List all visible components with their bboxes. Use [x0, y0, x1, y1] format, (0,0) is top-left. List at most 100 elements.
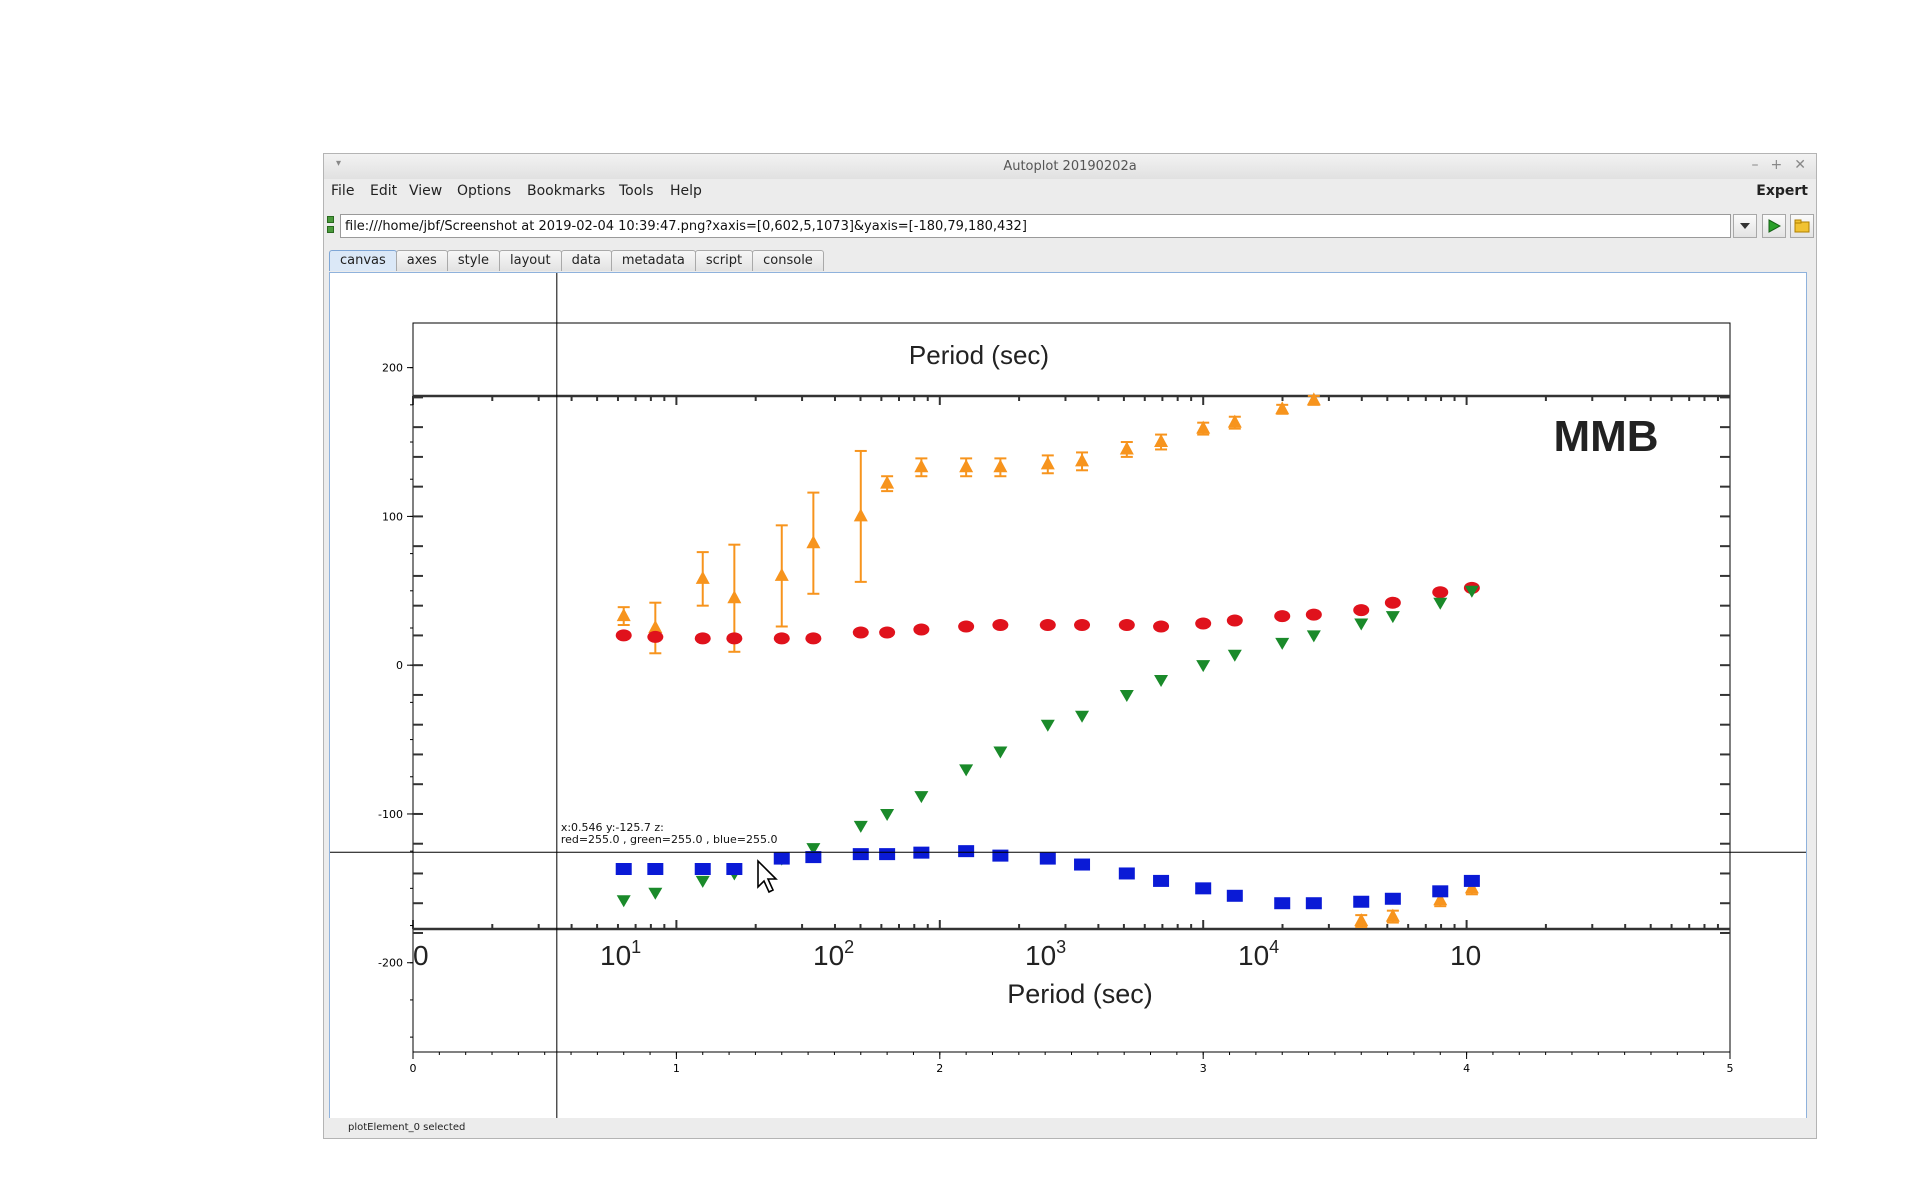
menu-bookmarks[interactable]: Bookmarks	[527, 183, 606, 199]
x-tick-label: 3	[1200, 1062, 1207, 1075]
data-point-red	[852, 626, 869, 639]
data-point-orange	[616, 608, 631, 622]
data-point-red	[879, 626, 896, 639]
data-point-blue	[773, 852, 790, 865]
data-point-blue	[726, 863, 743, 876]
close-icon[interactable]: ✕	[1794, 157, 1806, 173]
tab-data[interactable]: data	[560, 250, 612, 271]
data-point-orange	[774, 567, 789, 581]
status-text: plotElement_0 selected	[348, 1122, 466, 1133]
tab-metadata[interactable]: metadata	[610, 250, 696, 271]
data-point-green	[648, 887, 663, 900]
data-point-blue	[992, 849, 1009, 862]
data-point-green	[959, 764, 974, 777]
data-point-red	[1432, 586, 1449, 599]
tab-script[interactable]: script	[694, 250, 754, 271]
data-point-orange	[1433, 892, 1448, 906]
maximize-icon[interactable]: +	[1770, 157, 1783, 173]
data-point-blue	[805, 851, 822, 864]
data-point-green	[1154, 675, 1169, 688]
menu-file[interactable]: File	[331, 183, 355, 199]
image-top-axis-title: Period (sec)	[909, 340, 1049, 370]
data-source-url-input[interactable]	[340, 214, 1731, 238]
data-point-orange	[727, 590, 742, 604]
tab-canvas[interactable]: canvas	[329, 250, 397, 271]
image-tick-label: 104	[1238, 937, 1279, 971]
minimize-icon[interactable]: –	[1751, 157, 1759, 173]
data-point-blue	[1274, 897, 1291, 910]
data-point-green	[1075, 710, 1090, 723]
image-tick-label: 0	[413, 940, 429, 971]
data-point-green	[853, 820, 868, 833]
data-point-blue	[694, 863, 711, 876]
y-tick-label: -100	[378, 808, 403, 821]
data-point-red	[1039, 619, 1056, 632]
data-point-blue	[1353, 895, 1370, 908]
mouse-pointer-icon	[757, 859, 778, 894]
data-point-green	[1433, 597, 1448, 610]
data-point-orange	[1227, 414, 1242, 428]
tab-console[interactable]: console	[752, 250, 824, 271]
x-tick-label: 2	[936, 1062, 943, 1075]
data-point-orange	[1119, 441, 1134, 455]
data-source-row	[324, 212, 1816, 242]
data-point-blue	[1195, 882, 1212, 895]
menu-view[interactable]: View	[409, 183, 443, 199]
history-dropdown-button[interactable]	[1733, 214, 1757, 238]
window-menu-icon[interactable]: ▾	[336, 158, 342, 169]
x-tick-label: 1	[673, 1062, 680, 1075]
menu-options[interactable]: Options	[457, 183, 512, 199]
data-point-red	[726, 632, 743, 645]
data-point-orange	[1306, 392, 1321, 406]
menu-edit[interactable]: Edit	[370, 183, 398, 199]
data-point-blue	[852, 848, 869, 861]
chevron-down-icon	[1740, 223, 1750, 229]
data-point-red	[1074, 619, 1091, 632]
play-icon	[1768, 219, 1781, 233]
image-station-label: MMB	[1553, 412, 1658, 461]
plot-go-button[interactable]	[1762, 214, 1786, 238]
data-point-red	[1153, 620, 1170, 633]
image-tick-label: 10	[1450, 940, 1481, 971]
y-tick-label: 0	[396, 659, 403, 672]
plot-canvas[interactable]: Period (sec) MMB Period (sec) 0 101 102 103…	[329, 272, 1807, 1120]
data-point-orange	[853, 508, 868, 522]
data-point-red	[913, 623, 930, 636]
data-point-red	[1353, 604, 1370, 617]
data-point-blue	[879, 848, 896, 861]
data-point-red	[773, 632, 790, 645]
crosshair-readout-color: red=255.0 , green=255.0 , blue=255.0	[561, 833, 778, 846]
x-tick-label: 4	[1463, 1062, 1470, 1075]
x-tick-label: 0	[410, 1062, 417, 1075]
image-tick-label: 103	[1025, 937, 1066, 971]
data-point-blue	[1463, 874, 1480, 887]
data-point-blue	[615, 863, 632, 876]
data-point-green	[1306, 630, 1321, 643]
data-point-green	[1385, 611, 1400, 624]
tab-style[interactable]: style	[446, 250, 501, 271]
app-window: ▾ Autoplot 20190202a – + ✕ File Edit Vie…	[323, 153, 1817, 1139]
data-point-green	[1040, 719, 1055, 732]
data-point-green	[1196, 660, 1211, 673]
data-point-orange	[914, 459, 929, 473]
expert-mode-label[interactable]: Expert	[1756, 183, 1808, 199]
browse-button[interactable]	[1790, 214, 1814, 238]
data-point-orange	[880, 475, 895, 489]
crosshair-readout-position: x:0.546 y:-125.7 z:	[561, 821, 664, 834]
image-content: Period (sec) MMB Period (sec) 0 101 102 103…	[412, 340, 1730, 1009]
data-point-green	[1275, 637, 1290, 650]
data-point-red	[1195, 617, 1212, 630]
data-point-red	[1226, 614, 1243, 627]
menu-help[interactable]: Help	[670, 183, 702, 199]
plot-svg[interactable]: Period (sec) MMB Period (sec) 0 101 102 103…	[330, 273, 1807, 1120]
y-tick-label: 200	[382, 362, 403, 375]
tab-layout[interactable]: layout	[499, 250, 562, 271]
data-point-orange	[695, 570, 710, 584]
data-point-green	[695, 875, 710, 888]
tab-axes[interactable]: axes	[395, 250, 448, 271]
data-point-red	[992, 619, 1009, 632]
data-point-red	[694, 632, 711, 645]
data-point-orange	[1154, 434, 1169, 448]
data-point-green	[1354, 618, 1369, 631]
menu-tools[interactable]: Tools	[619, 183, 654, 199]
